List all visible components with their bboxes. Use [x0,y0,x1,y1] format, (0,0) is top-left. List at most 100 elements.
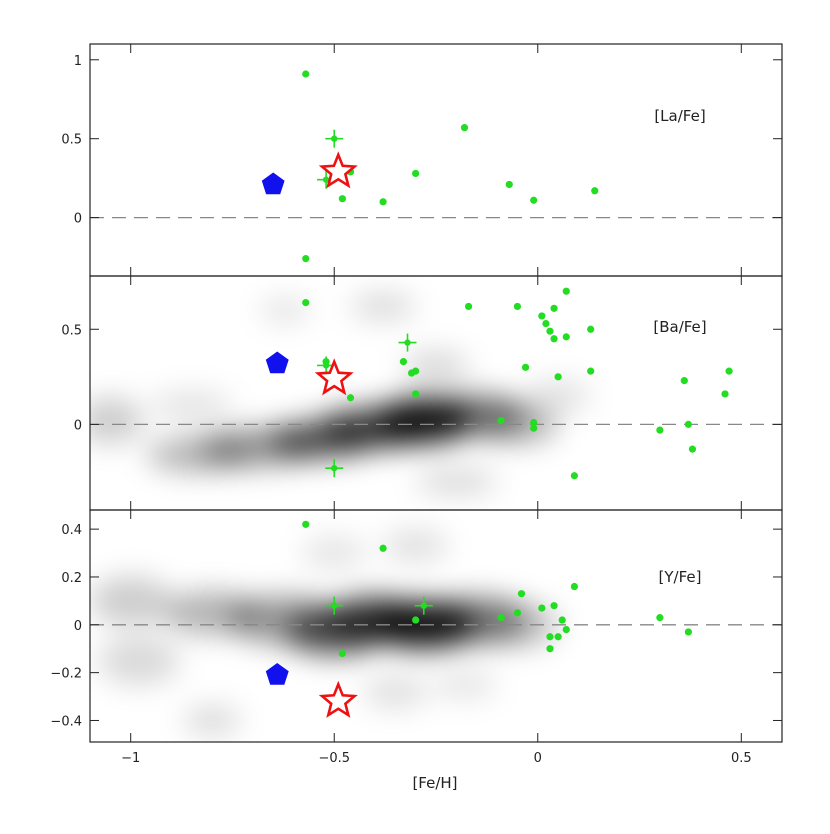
density-blob [90,576,172,625]
star-marker [318,151,358,189]
series-star [318,680,358,718]
star-marker [314,358,354,396]
density-blob [383,529,449,563]
density-cloud [90,293,591,495]
data-point [517,590,526,598]
panel-frame [89,509,783,743]
y-tick-label: 0.5 [61,133,82,148]
data-point [684,628,692,636]
data-point [505,180,513,189]
data-point [379,544,387,552]
data-point [302,520,310,528]
data-point [538,312,546,320]
y-tick-label: −0.2 [50,667,82,682]
data-point [302,70,310,78]
data-point [725,367,733,375]
series-star [318,151,358,189]
density-blob [431,670,498,699]
data-point [587,325,595,333]
data-point [680,377,688,385]
cross-marker [325,596,344,615]
density-blob [350,293,416,320]
data-point [412,169,420,178]
panel-frame [89,43,783,277]
data-point [412,616,420,624]
pentagon-marker [265,351,289,374]
data-point [513,302,522,311]
x-tick-label: −0.5 [318,751,350,766]
cross-marker [325,459,344,478]
data-point [550,304,558,312]
data-point [538,604,546,612]
y-tick-label: 0.2 [61,571,82,586]
data-point [546,645,554,653]
series-pentagon [261,172,285,195]
data-point [521,363,530,371]
star-marker [318,680,358,718]
data-point [497,614,505,622]
data-point [530,418,538,427]
data-point [530,424,538,432]
data-point [546,633,554,641]
data-point [460,124,469,132]
panel-label: [Ba/Fe] [653,318,706,336]
data-point [562,625,570,634]
panel-1: 0 0.5 1 [La/Fe] [61,43,783,277]
data-point [530,196,538,204]
data-point [338,195,346,203]
density-blob [151,392,233,419]
density-blob [98,636,180,685]
data-point [497,416,505,425]
panel-3: −0.4 −0.2 0 0.2 0.4 [Y/Fe] [50,509,783,743]
data-point [546,327,554,335]
x-tick-label: 0.5 [731,751,752,766]
data-point [554,373,562,381]
data-point [558,616,566,624]
data-point [570,472,579,480]
density-cloud [90,529,559,735]
cross-marker [325,129,344,148]
density-blob [146,437,253,472]
data-point [684,420,692,428]
data-point [550,335,558,343]
density-blob [163,591,261,635]
x-tick-label: 0 [534,751,542,766]
y-tick-label: 0 [74,619,82,634]
data-point [302,255,310,263]
data-point [542,319,550,328]
series-pentagon [265,351,289,374]
data-point [338,649,346,658]
data-point [656,614,664,622]
density-blob [301,536,367,570]
x-tick-label: −1 [121,751,140,766]
y-tick-label: 1 [74,54,82,69]
data-point [570,582,579,591]
cross-marker [398,333,417,352]
y-tick-label: 0 [74,212,82,227]
y-tick-label: 0.5 [61,323,82,338]
data-point [464,302,473,311]
data-point [399,358,408,366]
data-point [379,198,387,206]
data-point [550,602,558,610]
data-point [562,333,570,341]
data-point [554,633,562,641]
density-blob [415,468,498,495]
data-point [412,390,420,398]
density-blob [260,298,310,322]
data-point [656,426,664,434]
series-dot [302,520,692,658]
data-point [688,445,697,453]
density-blob [403,350,469,385]
pentagon-marker [265,663,289,685]
series-dot [302,287,733,480]
y-tick-label: 0 [74,418,82,433]
data-point [591,187,599,195]
x-axis-label: [Fe/H] [412,774,457,792]
series-star [314,358,354,396]
data-point [407,369,416,377]
panel-2: 0 0.5 [Ba/Fe] [61,275,783,511]
data-point [562,287,570,295]
series-pentagon [265,663,289,685]
